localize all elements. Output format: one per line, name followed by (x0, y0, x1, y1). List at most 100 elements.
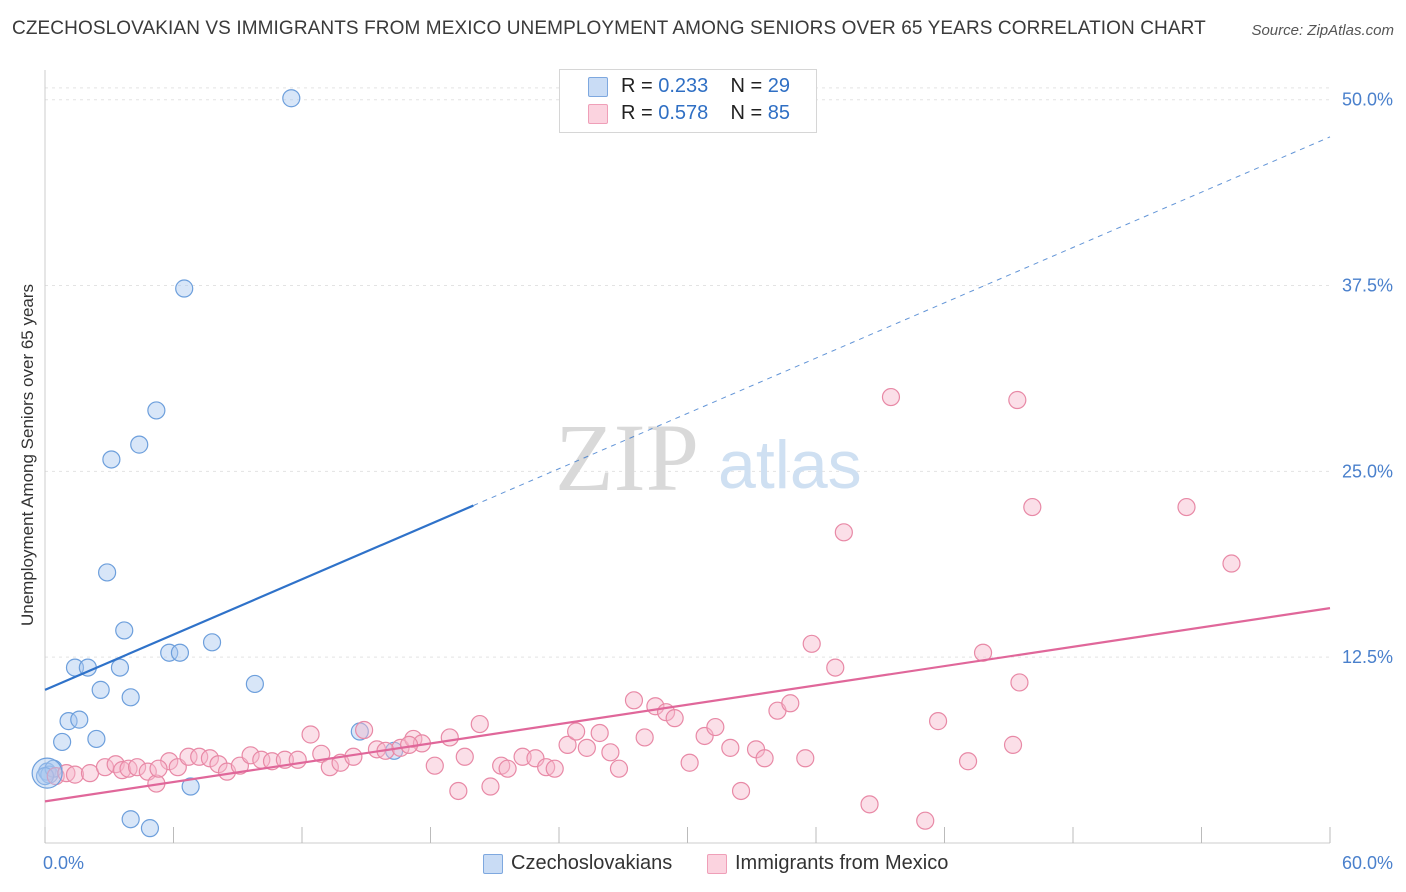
point-czechoslovakians (121, 810, 140, 829)
point-mexico (1177, 497, 1196, 517)
series-legend: Czechoslovakians Immigrants from Mexico (0, 852, 1406, 878)
swatch-mexico (588, 104, 608, 124)
axes (44, 70, 1331, 844)
point-mexico (1010, 673, 1029, 692)
n-label: N = (730, 102, 763, 124)
point-mexico (449, 781, 468, 801)
y-axis-label: Unemployment Among Seniors over 65 years (18, 284, 37, 626)
trend-lines (44, 136, 1331, 803)
swatch-mexico (707, 854, 727, 874)
point-czechoslovakians (147, 401, 166, 420)
source-credit: Source: ZipAtlas.com (1251, 22, 1394, 39)
point-czechoslovakians (53, 732, 72, 752)
watermark: ZIP atlas (555, 404, 862, 511)
point-czechoslovakians (170, 643, 190, 662)
legend-label: Czechoslovakians (511, 852, 673, 874)
point-mexico (680, 753, 699, 772)
r-label: R = (621, 75, 653, 97)
n-value: 29 (767, 75, 791, 97)
y-tick-label: 37.5% (1342, 276, 1393, 296)
point-mexico (665, 709, 684, 728)
point-czechoslovakians (115, 621, 134, 640)
point-mexico (179, 747, 198, 766)
point-mexico (149, 759, 168, 778)
r-value: 0.578 (658, 102, 709, 124)
point-czechoslovakians (130, 435, 149, 454)
point-mexico (1003, 735, 1023, 754)
trend-line-mexico (44, 607, 1331, 803)
point-mexico (545, 759, 564, 778)
n-label: N = (730, 75, 763, 97)
point-czechoslovakians (175, 279, 194, 298)
watermark-zip: ZIP (555, 404, 699, 511)
point-mexico (1008, 390, 1027, 410)
point-mexico (127, 758, 147, 777)
n-value: 85 (767, 102, 791, 124)
point-mexico (577, 738, 596, 757)
point-czechoslovakians (181, 777, 200, 796)
point-czechoslovakians (140, 819, 160, 838)
chart-title: CZECHOSLOVAKIAN VS IMMIGRANTS FROM MEXIC… (12, 18, 1206, 39)
point-mexico (731, 781, 751, 801)
point-mexico (288, 750, 307, 769)
point-mexico (1023, 497, 1042, 517)
point-mexico (721, 738, 740, 757)
grid-lines (45, 87, 1330, 658)
x-tick-labels: 0.0% 60.0% (43, 853, 1393, 873)
point-mexico (928, 712, 948, 731)
point-mexico (498, 759, 517, 778)
point-mexico (112, 761, 132, 780)
data-points (31, 89, 1241, 838)
legend-label: Immigrants from Mexico (735, 852, 949, 874)
point-mexico (355, 720, 374, 740)
x-tick-label: 0.0% (43, 853, 84, 873)
point-mexico (425, 756, 444, 775)
point-mexico (860, 795, 879, 814)
point-mexico (916, 811, 935, 830)
point-mexico (95, 758, 115, 777)
point-czechoslovakians (160, 643, 179, 662)
point-mexico (558, 735, 577, 754)
point-czechoslovakians (110, 658, 130, 677)
r-value: 0.233 (658, 75, 709, 97)
point-czechoslovakians (87, 729, 106, 749)
point-mexico (1222, 554, 1241, 573)
point-mexico (834, 523, 853, 542)
point-mexico (755, 749, 774, 768)
point-czechoslovakians (121, 688, 140, 707)
point-czechoslovakians (98, 563, 117, 582)
point-mexico (624, 691, 644, 710)
point-czechoslovakians (245, 674, 264, 694)
point-czechoslovakians (35, 767, 55, 786)
y-tick-labels: 12.5% 25.0% 37.5% 50.0% (1342, 90, 1393, 667)
point-czechoslovakians (102, 450, 121, 469)
point-mexico (635, 728, 654, 747)
point-mexico (802, 634, 821, 653)
swatch-czechoslovakians (483, 854, 503, 874)
point-mexico (601, 743, 620, 762)
point-mexico (881, 387, 901, 407)
point-mexico (958, 752, 978, 771)
point-mexico (455, 747, 474, 766)
point-mexico (470, 714, 489, 734)
point-mexico (65, 765, 85, 784)
point-mexico (826, 658, 845, 677)
watermark-atlas: atlas (718, 427, 862, 503)
point-mexico (796, 749, 815, 768)
point-mexico (706, 717, 725, 737)
point-mexico (312, 744, 331, 763)
trend-line-czechoslovakians-extension (473, 136, 1331, 507)
x-tick-label: 60.0% (1342, 853, 1393, 873)
point-mexico (301, 725, 320, 744)
y-tick-label: 25.0% (1342, 461, 1393, 481)
r-label: R = (621, 102, 653, 124)
y-tick-label: 50.0% (1342, 90, 1393, 110)
point-mexico (567, 722, 586, 741)
swatch-czechoslovakians (588, 77, 608, 97)
y-tick-label: 12.5% (1342, 647, 1393, 667)
trend-line-czechoslovakians (44, 504, 474, 691)
point-czechoslovakians (282, 89, 301, 108)
point-czechoslovakians (70, 710, 89, 729)
stats-legend: R = 0.233 N = 29 R = 0.578 N = 85 (559, 69, 817, 133)
